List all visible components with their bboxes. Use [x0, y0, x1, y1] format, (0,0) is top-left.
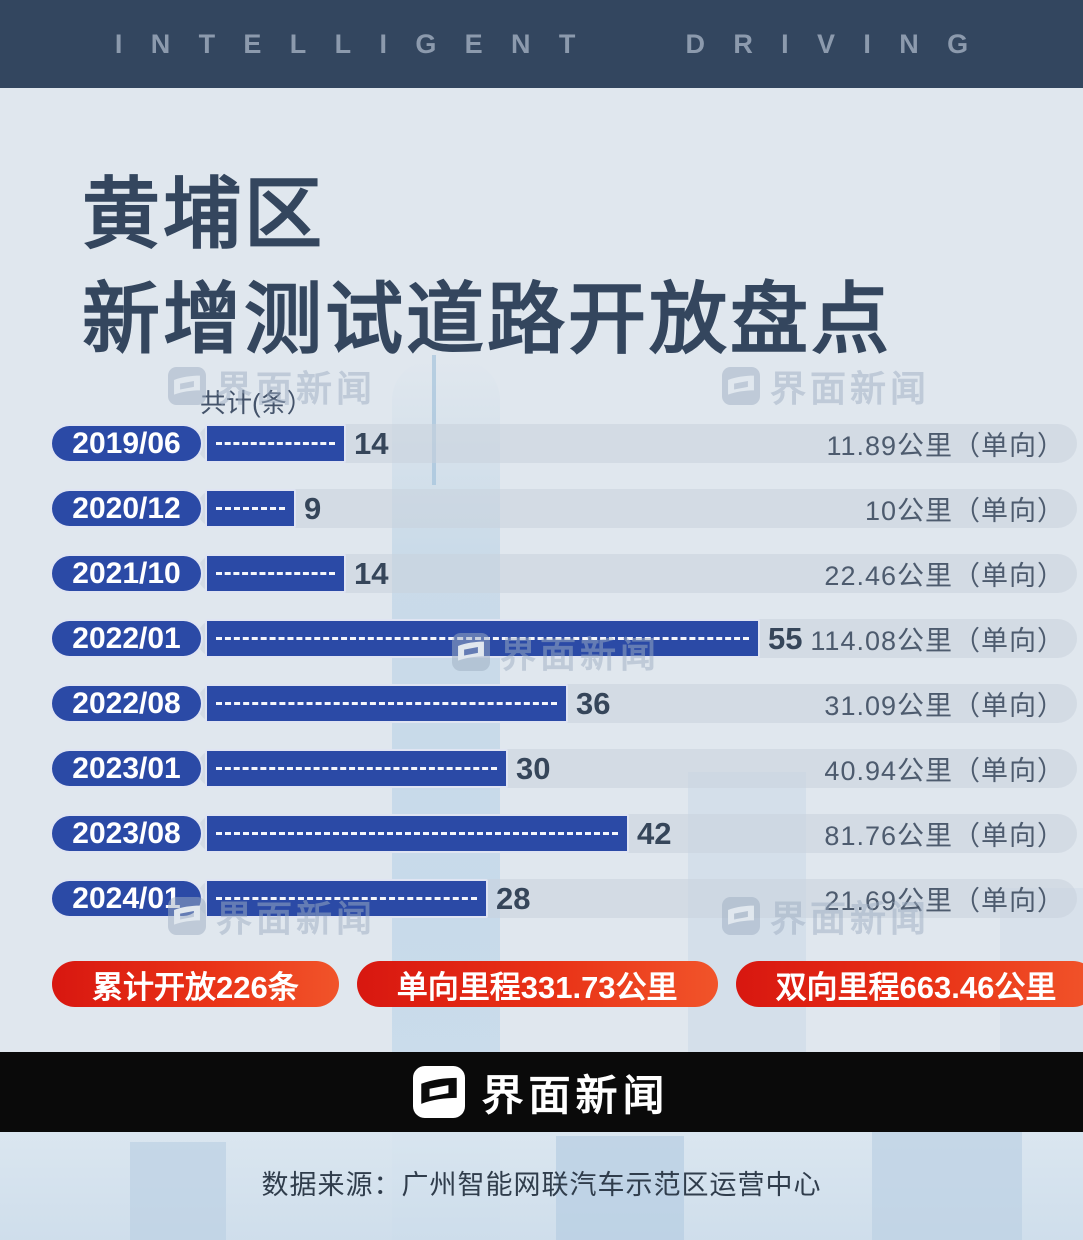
category-pill: 2020/12 — [50, 489, 203, 528]
watermark-text: 界面新闻 — [770, 898, 931, 939]
bar — [205, 749, 508, 788]
watermark: 界面新闻 — [722, 890, 930, 942]
category-pill: 2023/01 — [50, 749, 203, 788]
bar-track: 42 81.76公里（单向） — [197, 814, 1077, 853]
jiemian-logo-icon — [722, 367, 760, 405]
footer-brand-band: 界面新闻 — [0, 1052, 1083, 1132]
badge-twoway-mileage: 双向里程663.46公里 — [735, 961, 1083, 1007]
bar-value: 14 — [354, 425, 389, 461]
badge-oneway-mileage: 单向里程331.73公里 — [356, 961, 718, 1007]
bar-value: 55 — [768, 620, 803, 656]
watermark: 界面新闻 — [452, 626, 660, 678]
bar-track: 28 21.69公里（单向） — [197, 879, 1077, 918]
jiemian-logo-icon — [168, 367, 206, 405]
summary-badges: 累计开放226条 单向里程331.73公里 双向里程663.46公里 — [52, 961, 1083, 1007]
value-axis-label: 共计(条） — [200, 388, 313, 418]
bar-value: 36 — [576, 685, 611, 721]
bar — [205, 814, 629, 853]
page-title-line2: 新增测试道路开放盘点 — [82, 274, 893, 363]
chart-row: 2020/12 9 10公里（单向） — [50, 489, 1077, 528]
page-title-line1: 黄埔区 — [82, 170, 326, 258]
distance-label: 114.08公里（单向） — [810, 626, 1065, 656]
distance-label: 31.09公里（单向） — [824, 691, 1065, 721]
category-pill: 2023/08 — [50, 814, 203, 853]
distance-label: 22.46公里（单向） — [824, 561, 1065, 591]
watermark-text: 界面新闻 — [770, 368, 931, 409]
distance-label: 10公里（单向） — [864, 496, 1065, 526]
chart-row: 2023/08 42 81.76公里（单向） — [50, 814, 1077, 853]
watermark-text: 界面新闻 — [216, 368, 377, 409]
bar — [205, 489, 296, 528]
bar-value: 28 — [496, 880, 531, 916]
jiemian-logo-icon — [413, 1066, 466, 1118]
bar — [205, 684, 568, 723]
watermark: 界面新闻 — [168, 360, 376, 412]
bar-track: 30 40.94公里（单向） — [197, 749, 1077, 788]
chart-row: 2024/01 28 21.69公里（单向） — [50, 879, 1077, 918]
bar-track: 9 10公里（单向） — [197, 489, 1077, 528]
page-title: 黄埔区 新增测试道路开放盘点 — [82, 162, 892, 371]
category-pill: 2019/06 — [50, 424, 203, 463]
chart-row: 2019/06 14 11.89公里（单向） — [50, 424, 1077, 463]
watermark-text: 界面新闻 — [216, 898, 377, 939]
chart-row: 2023/01 30 40.94公里（单向） — [50, 749, 1077, 788]
distance-label: 81.76公里（单向） — [824, 821, 1065, 851]
bar-track: 14 22.46公里（单向） — [197, 554, 1077, 593]
jiemian-logo-icon — [168, 897, 206, 935]
watermark-text: 界面新闻 — [500, 634, 661, 675]
bar-track: 36 31.09公里（单向） — [197, 684, 1077, 723]
bar-value: 42 — [637, 815, 672, 851]
category-pill: 2021/10 — [50, 554, 203, 593]
footer-brand-text: 界面新闻 — [481, 1071, 670, 1119]
jiemian-logo-icon — [452, 633, 490, 671]
chart-row: 2022/08 36 31.09公里（单向） — [50, 684, 1077, 723]
distance-label: 40.94公里（单向） — [824, 756, 1065, 786]
jiemian-logo-icon — [722, 897, 760, 935]
watermark: 界面新闻 — [168, 890, 376, 942]
banner-text: INTELLIGENT DRIVING — [114, 28, 997, 59]
category-pill: 2022/08 — [50, 684, 203, 723]
chart-row: 2021/10 14 22.46公里（单向） — [50, 554, 1077, 593]
distance-label: 21.69公里（单向） — [824, 886, 1065, 916]
watermark: 界面新闻 — [722, 360, 930, 412]
bar-value: 30 — [516, 750, 551, 786]
distance-label: 11.89公里（单向） — [826, 431, 1065, 461]
data-source: 数据来源：广州智能网联汽车示范区运营中心 — [261, 1170, 822, 1200]
category-pill: 2022/01 — [50, 619, 203, 658]
bar-value: 9 — [304, 490, 322, 526]
bar — [205, 554, 346, 593]
bar-track: 14 11.89公里（单向） — [197, 424, 1077, 463]
top-banner: INTELLIGENT DRIVING — [0, 0, 1083, 88]
bar — [205, 424, 346, 463]
badge-total-roads: 累计开放226条 — [52, 961, 339, 1007]
bar-value: 14 — [354, 555, 389, 591]
